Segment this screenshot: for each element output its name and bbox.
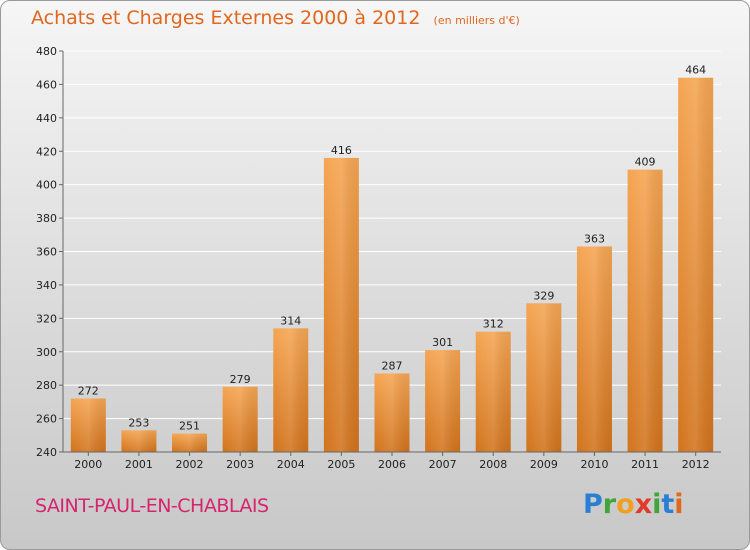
x-tick-label: 2005 (327, 458, 355, 471)
bar-shine (425, 350, 461, 452)
x-tick-label: 2011 (631, 458, 659, 471)
place-name: SAINT-PAUL-EN-CHABLAIS (35, 495, 269, 517)
bar-value-label: 287 (382, 359, 403, 372)
bar-value-label: 312 (483, 318, 504, 331)
bar-value-label: 301 (432, 336, 453, 349)
x-tick-label: 2007 (429, 458, 457, 471)
bar-value-label: 409 (635, 156, 656, 169)
logo-letter: i (674, 489, 684, 520)
bar-value-label: 314 (280, 314, 301, 327)
x-tick-label: 2012 (682, 458, 710, 471)
bar-value-label: 329 (533, 289, 554, 302)
bar-value-label: 272 (78, 385, 99, 398)
logo-letter: x (634, 489, 653, 520)
bar-value-label: 279 (230, 373, 251, 386)
x-tick-label: 2001 (125, 458, 153, 471)
axes (59, 50, 721, 456)
logo-letter: o (616, 489, 635, 520)
bar-shine (273, 328, 309, 452)
bar-shine (121, 430, 157, 452)
proxiti-logo: Proxiti (583, 489, 684, 520)
bar-shine (576, 246, 612, 452)
y-tick-label: 360 (36, 246, 57, 259)
y-tick-label: 320 (36, 312, 57, 325)
chart-title: Achats et Charges Externes 2000 à 2012 (… (31, 7, 520, 29)
x-tick-label: 2003 (226, 458, 254, 471)
bar-value-label: 253 (128, 416, 149, 429)
x-tick-label: 2009 (530, 458, 558, 471)
bar-shine (70, 398, 106, 452)
bar-value-label: 416 (331, 144, 352, 157)
y-tick-label: 400 (36, 179, 57, 192)
bar-value-label: 363 (584, 232, 605, 245)
y-tick-label: 440 (36, 112, 57, 125)
bar-shine (374, 373, 410, 452)
x-tick-label: 2000 (74, 458, 102, 471)
bar-shine (222, 386, 258, 452)
y-tick-label: 480 (36, 45, 57, 58)
logo-letter: t (661, 489, 675, 520)
bar-shine (172, 433, 208, 452)
y-tick-label: 260 (36, 413, 57, 426)
chart-unit: (en milliers d'€) (433, 14, 520, 27)
bar-value-label: 251 (179, 420, 200, 433)
y-tick-label: 240 (36, 446, 57, 459)
x-tick-label: 2008 (479, 458, 507, 471)
x-tick-label: 2004 (277, 458, 305, 471)
bar-shine (475, 331, 511, 452)
y-tick-label: 300 (36, 346, 57, 359)
bar-shine (323, 157, 359, 452)
bar-value-label: 464 (685, 64, 706, 77)
logo-letter: r (602, 489, 617, 520)
chart-title-text: Achats et Charges Externes 2000 à 2012 (31, 7, 421, 29)
x-tick-label: 2006 (378, 458, 406, 471)
y-tick-label: 340 (36, 279, 57, 292)
logo-letter: i (652, 489, 662, 520)
y-tick-label: 460 (36, 78, 57, 91)
labels: 240 260 280 300 320 340 360 380 400 420 440 460 480 2… (36, 45, 710, 471)
y-tick-label: 420 (36, 145, 57, 158)
x-tick-label: 2010 (580, 458, 608, 471)
y-tick-label: 280 (36, 379, 57, 392)
x-tick-label: 2002 (176, 458, 204, 471)
bar-shine (678, 77, 714, 452)
y-tick-label: 380 (36, 212, 57, 225)
bar-shine (627, 169, 663, 453)
bars (70, 77, 714, 453)
bar-shine (526, 303, 562, 452)
logo-letter: P (583, 489, 603, 520)
